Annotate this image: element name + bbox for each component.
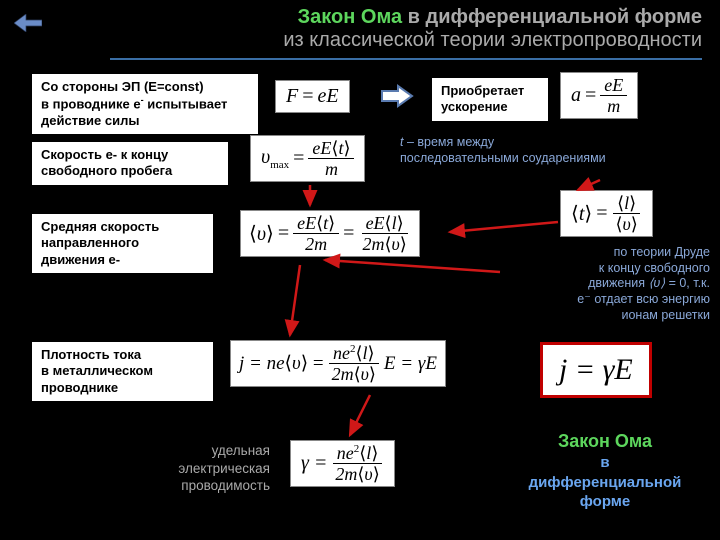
f4-mid: = (343, 222, 354, 245)
f4-2db: υ (391, 234, 399, 254)
n2-l2: к концу свободного (599, 261, 710, 275)
box-force-l3: действие силы (41, 113, 139, 128)
f2-den: m (603, 96, 624, 116)
final-f: j = γE (559, 353, 633, 386)
n2-l1: по теории Друде (614, 245, 710, 259)
f4-1d: 2m (301, 234, 331, 254)
box-force-l2b: испытывает (144, 97, 228, 112)
formula-accel: a = eEm (560, 72, 638, 119)
f5-a2: = (308, 353, 323, 374)
n2-l4: e⁻ отдает всю энергию (577, 292, 710, 306)
note1-text: – время между последовательными соударен… (400, 135, 606, 165)
f2-eq: = (585, 84, 596, 107)
box-velocity: Скорость e- к концу свободного пробега (30, 140, 230, 187)
formula-time-mean: ⟨t⟩ = ⟨l⟩⟨υ⟩ (560, 190, 653, 237)
cond-l1: удельная (212, 443, 270, 458)
f4-2da: 2m (362, 234, 384, 254)
f4-eq: = (278, 222, 289, 245)
formula-avg-velocity: ⟨υ⟩ = eE⟨t⟩2m = eE⟨l⟩2m⟨υ⟩ (240, 210, 420, 257)
box-vel-l2: свободного пробега (41, 163, 172, 178)
box-accel: Приобретает ускорение (430, 76, 550, 123)
n2-l3a: движения (588, 276, 648, 290)
fl-l3: дифференциальной (529, 474, 682, 491)
back-arrow-icon[interactable] (14, 14, 42, 32)
box-avg-l3: движения e- (41, 252, 120, 267)
fl-l4: форме (580, 493, 631, 510)
box-vel-l1: Скорость e- к концу (41, 147, 168, 162)
f5-da: 2m (332, 364, 354, 384)
title-rest: в дифференциальной форме (402, 6, 702, 28)
note-drude: по теории Друде к концу свободного движе… (500, 245, 710, 323)
box-force: Со стороны ЭП (E=const) в проводнике е- … (30, 72, 260, 136)
n2-l5: ионам решетки (621, 308, 710, 322)
f5-tail: E = γE (384, 353, 437, 375)
page-title: Закон Ома в дифференциальной форме из кл… (110, 6, 702, 52)
box-accel-l1: Приобретает (441, 83, 524, 98)
fg-lhs: γ = (301, 452, 327, 475)
f3-lhs: υ (261, 146, 270, 168)
formula-current-density: j = ne⟨υ⟩ = ne2⟨l⟩2m⟨υ⟩ E = γE (230, 340, 446, 387)
box-force-l2a: в проводнике е (41, 97, 141, 112)
box-avg-l1: Средняя скорость (41, 219, 159, 234)
title-divider (110, 58, 702, 60)
f4-1na: eE (297, 213, 316, 233)
n2-l3b: = 0, т.к. (665, 276, 710, 290)
fl-l2: в (600, 454, 609, 471)
label-conductivity: удельная электрическая проводимость (110, 442, 270, 495)
box5-l3: проводнике (41, 380, 118, 395)
fg-da: 2m (335, 464, 357, 484)
f3-eq: = (293, 147, 304, 170)
f4-2na: eE (366, 213, 385, 233)
label-ohm-law: Закон Ома в дифференциальной форме (500, 430, 710, 512)
f5-a: j = ne (239, 353, 285, 374)
box-current-density: Плотность тока в металлическом проводник… (30, 340, 215, 403)
f2-lhs: a (571, 84, 581, 107)
n2-l3v: ⟨υ⟩ (648, 276, 665, 290)
note-time: t – время между последовательными соудар… (400, 135, 610, 166)
box-avg-velocity: Средняя скорость направленного движения … (30, 212, 215, 275)
box-force-l1: Со стороны ЭП (E=const) (41, 79, 204, 94)
title-subtitle: из классической теории электропроводност… (110, 29, 702, 52)
formula-vmax: υmax = eE⟨t⟩m (250, 135, 365, 182)
f2-num: eE (600, 75, 627, 96)
box-accel-l2: ускорение (441, 99, 508, 114)
fg-db: υ (364, 464, 372, 484)
f3-d: m (321, 159, 342, 179)
cond-l3: проводимость (181, 478, 270, 493)
ft-d: υ (623, 214, 631, 234)
f1-rhs: eE (318, 85, 339, 108)
f5-na: ne (333, 343, 350, 363)
f5-aa: υ (292, 353, 301, 374)
box5-l2: в металлическом (41, 363, 153, 378)
box-avg-l2: направленного (41, 235, 139, 250)
f3-sub: max (270, 159, 289, 171)
fl-l1: Закон Ома (558, 431, 652, 451)
formula-gamma: γ = ne2⟨l⟩2m⟨υ⟩ (290, 440, 395, 487)
f3-na: eE (312, 138, 331, 158)
formula-force: F = eE (275, 80, 350, 113)
f5-db: υ (361, 364, 369, 384)
title-accent: Закон Ома (298, 6, 402, 28)
ft-eq: = (596, 202, 607, 225)
formula-ohm-final: j = γE (540, 342, 652, 398)
f1-eq: = (302, 85, 313, 108)
f4-lhs: υ (257, 223, 266, 245)
arrow-right-icon (380, 84, 414, 108)
box5-l1: Плотность тока (41, 347, 141, 362)
f1-lhs: F (286, 85, 298, 108)
cond-l2: электрическая (178, 461, 270, 476)
fg-na: ne (337, 443, 354, 463)
